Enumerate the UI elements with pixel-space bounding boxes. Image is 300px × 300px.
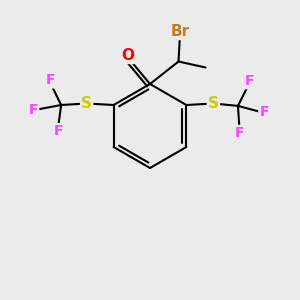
Text: F: F [245, 74, 255, 88]
Text: F: F [259, 105, 269, 119]
Text: F: F [29, 103, 38, 116]
Text: F: F [53, 124, 63, 138]
Text: F: F [235, 126, 244, 140]
Text: Br: Br [170, 24, 190, 39]
Text: S: S [81, 96, 92, 111]
Text: O: O [121, 48, 134, 63]
Text: S: S [208, 96, 219, 111]
Text: F: F [46, 74, 56, 87]
